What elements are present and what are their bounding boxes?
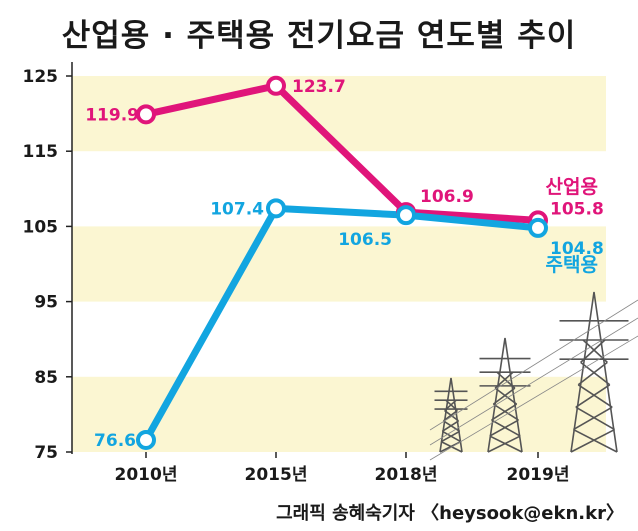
tower-brace [492, 403, 519, 421]
y-axis: 125 115 105 95 85 75 [23, 62, 73, 463]
legend-residential: 주택용 [546, 254, 598, 276]
tower-brace [577, 361, 608, 386]
data-label: 107.4 [210, 199, 264, 219]
tower-brace [442, 409, 458, 422]
data-label: 76.6 [94, 431, 136, 451]
data-label: 123.7 [292, 77, 346, 97]
data-point [266, 75, 286, 96]
tower-brace [575, 406, 615, 431]
tower-brace [573, 428, 618, 453]
power-tower-icon [429, 291, 638, 461]
legend-industrial: 산업용 [546, 176, 598, 198]
y-tick-label: 115 [23, 142, 59, 162]
power-wire [429, 317, 638, 446]
series-lines: 119.9 123.7 106.9 105.8 76.6 107.4 106.5 104.8 [85, 75, 604, 451]
tower-brace [491, 419, 521, 437]
x-tick-label: 2019년 [507, 465, 570, 485]
y-tick-label: 85 [34, 368, 58, 388]
power-tower [434, 377, 468, 453]
data-label: 106.9 [420, 187, 474, 207]
series-line-1 [142, 204, 539, 442]
x-tick-label: 2010년 [115, 465, 178, 485]
data-point [396, 205, 416, 226]
x-tick-label: 2015년 [245, 465, 308, 485]
data-label: 106.5 [338, 230, 392, 250]
x-axis: 2010년 2015년 2018년 2019년 [115, 452, 570, 485]
data-point [136, 104, 156, 125]
background-bands [72, 76, 606, 452]
data-point [136, 429, 156, 450]
tower-brace [441, 420, 459, 432]
tower-frame [570, 291, 618, 453]
chart-title: 산업용 · 주택용 전기요금 연도별 추이 [61, 18, 577, 54]
tower-brace [577, 384, 613, 408]
tower-brace [492, 387, 516, 405]
y-tick-label: 75 [34, 443, 58, 463]
tower-brace [491, 403, 518, 421]
x-tick-label: 2018년 [375, 465, 438, 485]
y-tick-label: 105 [23, 217, 59, 237]
tower-brace [494, 387, 518, 405]
tower-brace [570, 428, 615, 453]
y-tick-label: 95 [34, 293, 58, 313]
tower-brace [575, 384, 611, 408]
power-tower [559, 291, 629, 453]
tower-brace [573, 406, 613, 431]
data-label: 104.8 [550, 239, 604, 259]
tower-frame [439, 377, 463, 453]
power-wire [429, 299, 638, 431]
tower-brace [580, 361, 611, 386]
tower-brace [440, 430, 461, 443]
y-tick-label: 125 [23, 67, 59, 87]
tower-brace [489, 419, 519, 437]
power-wire [429, 335, 638, 461]
data-point [528, 217, 548, 238]
tower-brace [487, 435, 521, 453]
graphic-credit: 그래픽 송혜숙기자 〈heysook@ekn.kr〉 [276, 503, 624, 524]
data-point [266, 198, 286, 219]
data-label: 105.8 [550, 199, 604, 219]
series-line-0 [145, 82, 539, 224]
data-label: 119.9 [85, 105, 139, 125]
tower-frame [487, 337, 523, 453]
band-2 [72, 226, 606, 302]
